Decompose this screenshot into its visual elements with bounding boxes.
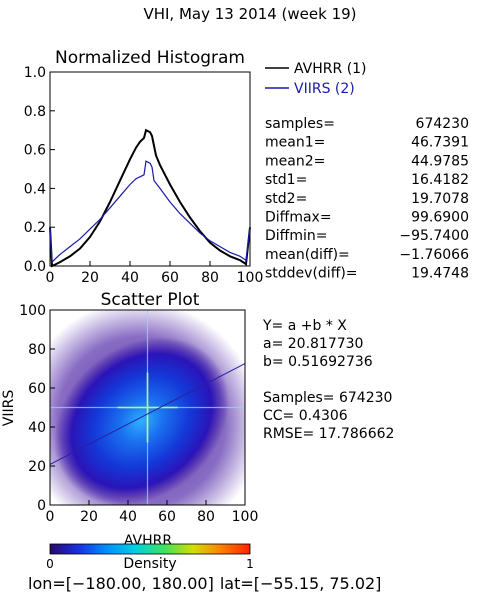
density-cross xyxy=(50,310,245,505)
scatter-ytick-label: 40 xyxy=(28,420,46,436)
histogram-panel: Normalized Histogram 0 20 40 60 80 1000.00.20… xyxy=(24,48,367,286)
regression-text-line: RMSE= 17.786662 xyxy=(263,426,394,442)
stat-label: mean(diff)= xyxy=(265,247,350,263)
hist-ytick-label: 0.0 xyxy=(24,259,46,275)
figure-title: VHI, May 13 2014 (week 19) xyxy=(143,5,356,23)
density-core xyxy=(54,337,229,505)
legend-viirs-label: VIIRS (2) xyxy=(294,81,355,97)
scatter-xtick-label: 40 xyxy=(119,509,137,525)
scatter-xtick-label: 20 xyxy=(80,509,98,525)
hist-xtick-label: 20 xyxy=(81,270,99,286)
viirs-line xyxy=(49,160,251,264)
stat-label: Diffmax= xyxy=(265,210,332,226)
regression-text-line: b= 0.51692736 xyxy=(263,354,373,370)
histogram-legend: AVHRR (1) VIIRS (2) xyxy=(265,61,367,97)
stat-value: 19.4748 xyxy=(411,266,469,282)
stat-label: mean1= xyxy=(265,135,325,151)
stat-label: mean2= xyxy=(265,153,325,169)
scatter-title: Scatter Plot xyxy=(101,290,200,310)
stat-value: 99.6900 xyxy=(411,210,469,226)
avhrr-line xyxy=(49,128,251,268)
hist-xtick-label: 60 xyxy=(161,270,179,286)
scatter-ticks: 0 20 40 60 80 100 0 20 40 60 80 100 xyxy=(19,303,258,525)
histogram-title: Normalized Histogram xyxy=(55,48,245,68)
hist-ytick-label: 0.6 xyxy=(24,143,46,159)
footer-lat-label: lat= xyxy=(220,574,254,593)
hist-xtick-label: 0 xyxy=(46,270,55,286)
hist-xtick-label: 100 xyxy=(237,270,264,286)
hist-ytick-label: 0.2 xyxy=(24,220,46,236)
scatter-ytick-label: 0 xyxy=(37,498,46,514)
stat-label: Diffmin= xyxy=(265,228,327,244)
histogram-series xyxy=(49,128,251,268)
regression-text-line: Samples= 674230 xyxy=(263,390,392,406)
hist-ytick-label: 1.0 xyxy=(24,65,46,81)
scatter-ytick-label: 20 xyxy=(28,459,46,475)
footer-text: lon=[−180.00, 180.00] lat=[−55.15, 75.02] xyxy=(28,574,381,593)
hist-ytick-label: 0.4 xyxy=(24,181,46,197)
regression-text-line: a= 20.817730 xyxy=(263,336,363,352)
footer-lon-range: [−180.00, 180.00] xyxy=(66,574,214,593)
legend-avhrr-label: AVHRR (1) xyxy=(294,61,367,77)
stat-value: −1.76066 xyxy=(399,247,469,263)
stats-block: samples= 674230 mean1= 46.7391 mean2= 44.9785… xyxy=(265,116,469,282)
hist-xtick-label: 40 xyxy=(121,270,139,286)
regression-line xyxy=(50,363,245,465)
footer-lon-label: lon= xyxy=(28,574,66,593)
scatter-xtick-label: 80 xyxy=(197,509,215,525)
stat-label: stddev(diff)= xyxy=(265,266,358,282)
scatter-frame xyxy=(49,309,246,506)
colorbar-min-label: 0 xyxy=(46,557,54,571)
footer-lat-range: [−55.15, 75.02] xyxy=(254,574,382,593)
stat-value: 46.7391 xyxy=(411,135,469,151)
stat-label: samples= xyxy=(265,116,335,132)
histogram-frame xyxy=(49,71,251,267)
scatter-xtick-label: 60 xyxy=(158,509,176,525)
colorbar-label: Density xyxy=(123,556,176,572)
stat-value: 16.4182 xyxy=(411,172,469,188)
stat-value: −95.7400 xyxy=(399,228,469,244)
scatter-xtick-label: 0 xyxy=(46,509,55,525)
colorbar-gradient xyxy=(49,543,251,555)
regression-text-block: Y= a +b * X a= 20.817730 b= 0.51692736 Samp… xyxy=(262,318,394,442)
scatter-ylabel: VIIRS xyxy=(1,390,17,427)
regression-text-line: Y= a +b * X xyxy=(262,318,347,334)
hist-xtick-label: 80 xyxy=(201,270,219,286)
scatter-ytick-label: 80 xyxy=(28,342,46,358)
density-cloud xyxy=(50,310,245,505)
scatter-xtick-label: 100 xyxy=(232,509,259,525)
colorbar-max-label: 1 xyxy=(246,557,254,571)
scatter-ytick-label: 100 xyxy=(19,303,46,319)
stat-value: 44.9785 xyxy=(411,153,469,169)
stat-label: std2= xyxy=(265,191,307,207)
hist-ytick-label: 0.8 xyxy=(24,104,46,120)
regression-text-line: CC= 0.4306 xyxy=(263,408,348,424)
histogram-ticks: 0 20 40 60 80 100 0.0 0.2 0.4 0.6 0.8 1.0 xyxy=(24,65,264,286)
stat-value: 19.7078 xyxy=(411,191,469,207)
stat-label: std1= xyxy=(265,172,307,188)
colorbar: 0 Density 1 xyxy=(46,543,254,572)
scatter-ytick-label: 60 xyxy=(28,381,46,397)
stat-value: 674230 xyxy=(416,116,469,132)
